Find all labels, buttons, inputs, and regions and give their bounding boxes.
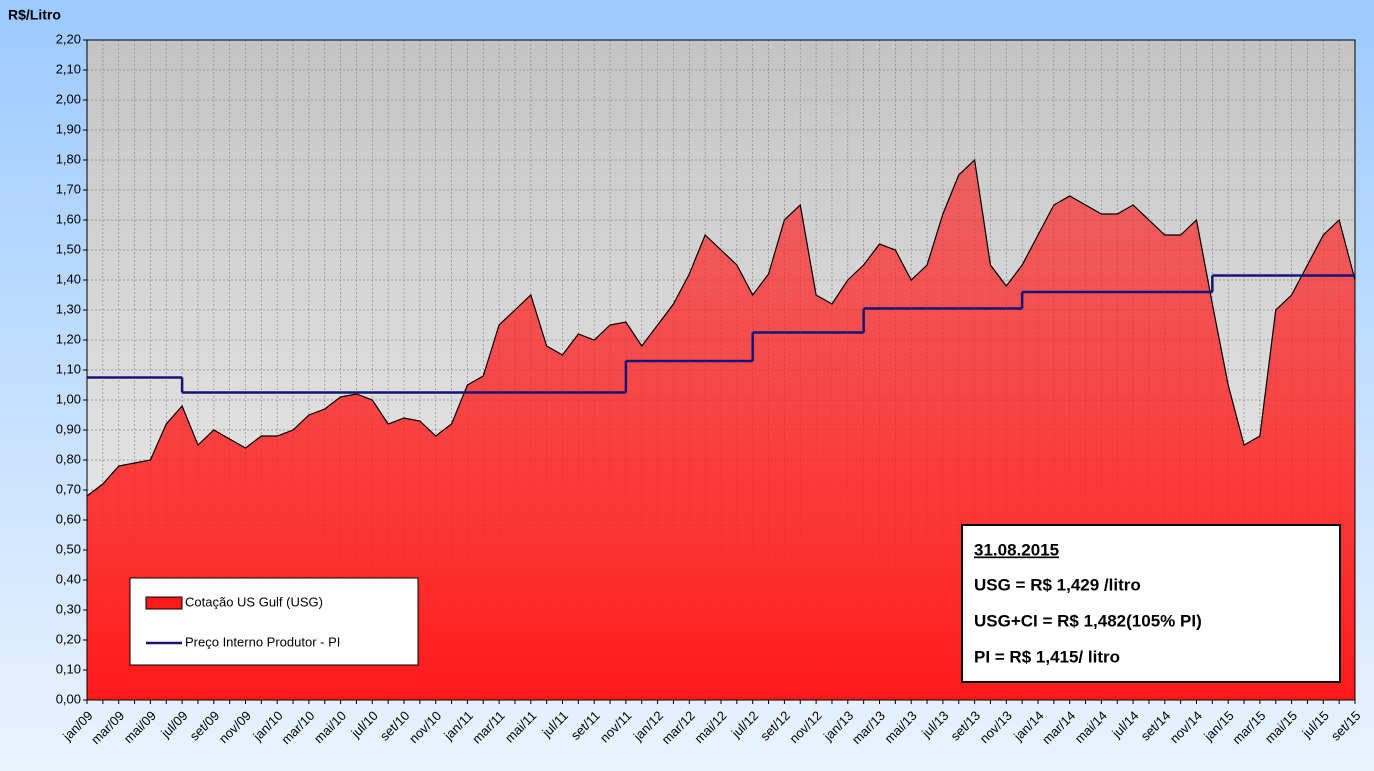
x-tick-label: set/10 [377,708,413,744]
x-tick-label: nov/11 [597,708,635,746]
y-tick-label: 0,80 [56,451,81,466]
x-tick-label: jul/12 [728,708,761,741]
y-tick-label: 0,30 [56,601,81,616]
x-tick-label: mar/14 [1039,708,1078,747]
annotation: USG = R$ 1,429 /litro [974,575,1141,594]
y-tick-label: 0,60 [56,511,81,526]
x-tick-label: mai/14 [1072,708,1110,746]
y-tick-label: 0,40 [56,571,81,586]
legend [129,577,419,666]
x-tick-label: jul/09 [157,708,190,741]
y-tick-label: 0,20 [56,631,81,646]
x-tick-label: nov/10 [406,708,444,746]
annotation-box [961,524,1341,683]
x-tick-label: jul/14 [1108,708,1141,741]
x-tick-label: set/11 [568,708,603,743]
x-tick-label: mai/13 [882,708,920,746]
x-tick-label: mar/10 [278,708,317,747]
x-tick-label: jul/10 [348,708,381,741]
y-tick-label: 1,40 [56,271,81,286]
legend-swatch [145,596,183,610]
y-tick-label: 0,50 [56,541,81,556]
annotation: PI = R$ 1,415/ litro [974,647,1120,666]
y-tick-label: 2,10 [56,61,81,76]
y-tick-label: 1,30 [56,301,81,316]
y-tick-label: 0,00 [56,691,81,706]
x-tick-label: mar/13 [849,708,888,747]
y-tick-label: 1,80 [56,151,81,166]
x-tick-label: mai/11 [502,708,540,746]
x-tick-label: mai/10 [311,708,349,746]
x-tick-label: nov/14 [1167,708,1205,746]
x-tick-label: set/13 [947,708,983,744]
y-tick-label: 2,20 [56,31,81,46]
x-tick-label: set/14 [1138,708,1174,744]
x-tick-label: set/09 [187,708,223,744]
y-tick-label: 0,70 [56,481,81,496]
usg-line [86,158,1356,497]
y-tick-label: 1,50 [56,241,81,256]
y-tick-label: 0,10 [56,661,81,676]
x-tick-label: mar/12 [659,708,698,747]
x-tick-label: jul/15 [1299,708,1332,741]
x-tick-label: nov/12 [786,708,824,746]
annotation: USG+CI = R$ 1,482(105% PI) [974,611,1202,630]
y-tick-label: 1,20 [56,331,81,346]
y-tick-label: 2,00 [56,91,81,106]
x-tick-label: mar/11 [469,708,508,747]
x-tick-label: nov/09 [216,708,254,746]
x-tick-label: set/12 [757,708,793,744]
annotation: 31.08.2015 [974,540,1059,559]
legend-label: Cotação US Gulf (USG) [185,594,323,609]
x-tick-label: jul/13 [918,708,951,741]
x-tick-label: nov/13 [977,708,1015,746]
x-tick-label: mai/15 [1262,708,1300,746]
legend-label: Preço Interno Produtor - PI [185,634,340,649]
x-tick-label: jul/11 [538,708,571,741]
y-tick-label: 1,60 [56,211,81,226]
y-tick-label: 1,10 [56,361,81,376]
y-tick-label: 1,00 [56,391,81,406]
y-tick-label: 1,90 [56,121,81,136]
x-tick-label: set/15 [1328,708,1364,744]
x-tick-label: mar/15 [1229,708,1268,747]
x-tick-label: mai/09 [121,708,159,746]
y-tick-label: 0,90 [56,421,81,436]
x-tick-label: mai/12 [691,708,729,746]
y-tick-label: 1,70 [56,181,81,196]
x-tick-label: mar/09 [88,708,127,747]
y-axis-label: R$/Litro [8,7,61,23]
